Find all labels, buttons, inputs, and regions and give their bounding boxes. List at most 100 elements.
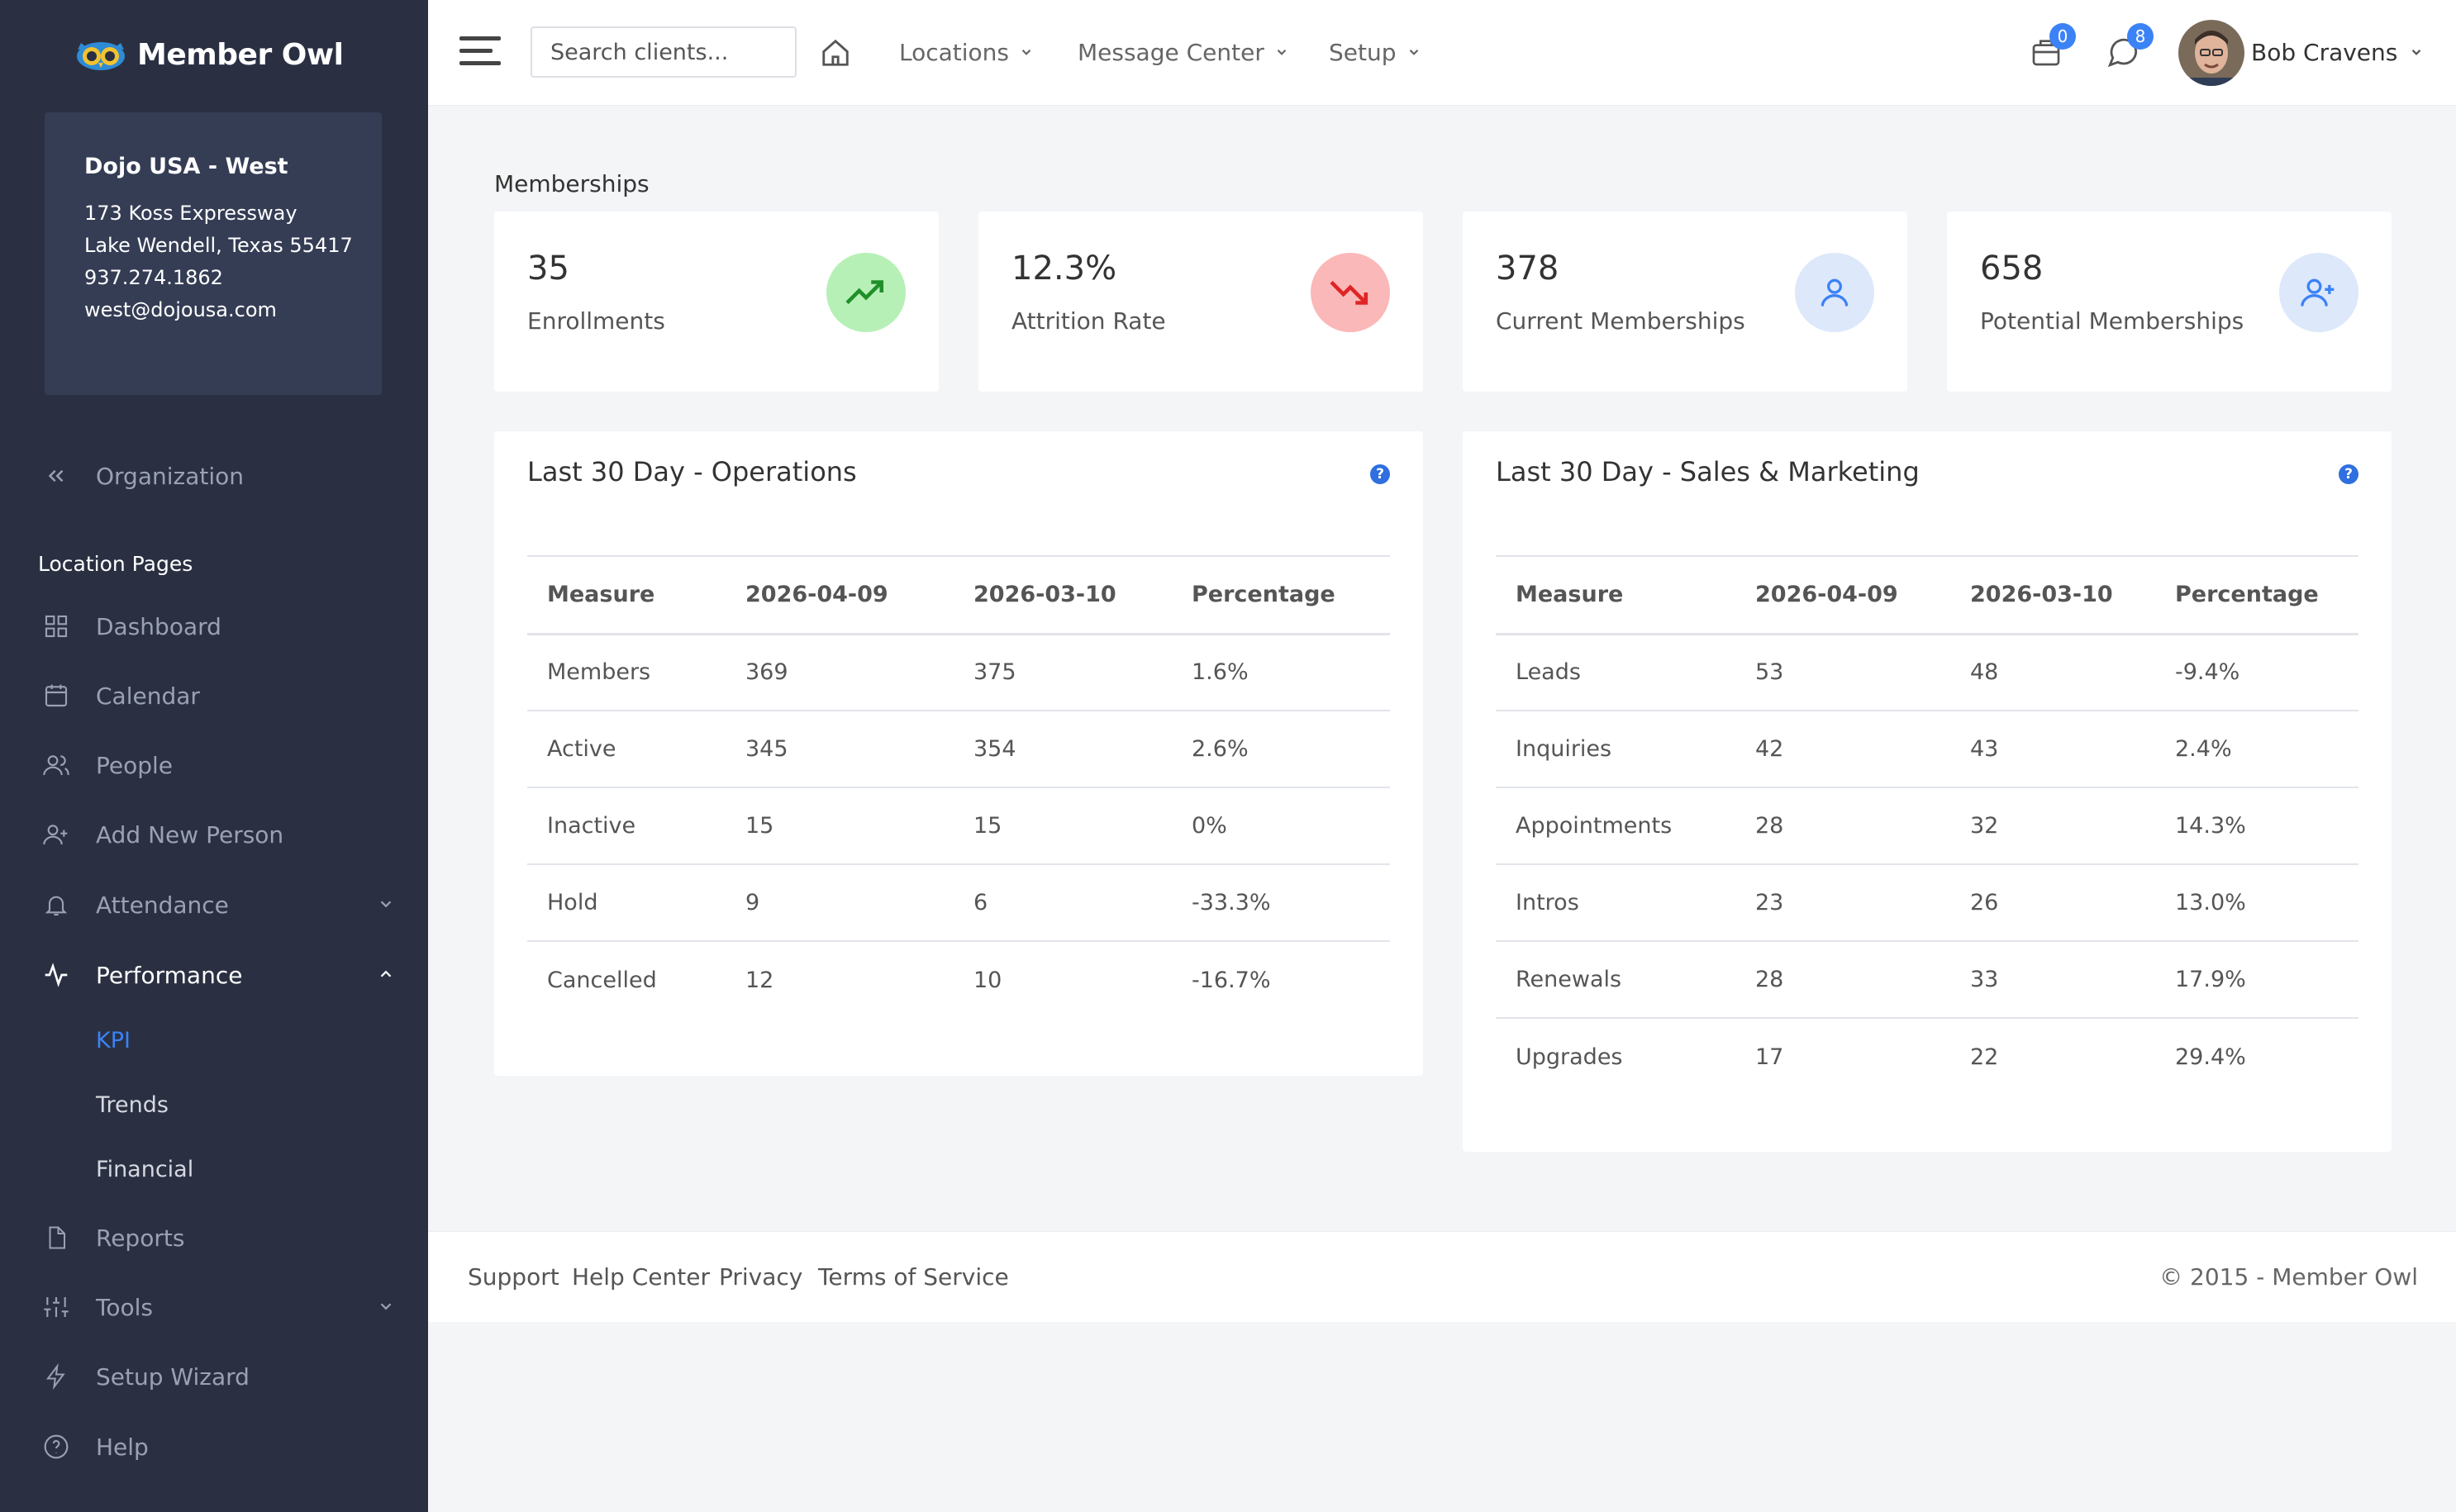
sidebar-item-reports[interactable]: Reports xyxy=(40,1217,395,1258)
messages-button[interactable]: 8 xyxy=(2106,23,2154,71)
sidebar-item-label: People xyxy=(96,751,174,779)
col-header: Measure xyxy=(527,555,726,635)
cell: Hold xyxy=(527,864,726,942)
cell: Inquiries xyxy=(1496,711,1735,788)
cell: Inactive xyxy=(527,787,726,865)
footer-link-support[interactable]: Support xyxy=(468,1263,559,1291)
table-row: Inactive 15 15 0% xyxy=(527,787,1390,865)
table-row: Members 369 375 1.6% xyxy=(527,634,1390,711)
footer: Support Help Center Privacy Terms of Ser… xyxy=(428,1231,2456,1322)
stat-label: Current Memberships xyxy=(1496,307,1745,335)
sidebar-item-organization[interactable]: Organization xyxy=(40,455,395,497)
grid-icon xyxy=(40,610,73,643)
panel-title: Last 30 Day - Operations xyxy=(527,456,857,487)
sidebar-item-dashboard[interactable]: Dashboard xyxy=(40,606,395,647)
user-plus-icon xyxy=(2279,253,2358,332)
cell: 17.9% xyxy=(2155,941,2358,1019)
operations-panel: Last 30 Day - Operations ? Measure 2026-… xyxy=(494,431,1423,1076)
owl-logo-icon xyxy=(76,38,126,71)
cell: 6 xyxy=(954,864,1172,942)
sidebar-item-performance[interactable]: Performance xyxy=(40,954,395,996)
cell: 0% xyxy=(1172,787,1390,865)
topbar: Locations Message Center Setup 0 8 xyxy=(428,0,2456,106)
col-header: 2026-04-09 xyxy=(726,555,954,635)
help-circle-icon xyxy=(40,1430,73,1463)
footer-link-terms[interactable]: Terms of Service xyxy=(818,1263,1009,1291)
sidebar-item-label: Organization xyxy=(96,462,245,490)
cell: Cancelled xyxy=(547,967,657,993)
table-row: Inquiries 42 43 2.4% xyxy=(1496,711,2358,788)
nav-setup[interactable]: Setup xyxy=(1329,33,1421,71)
footer-link-help-center[interactable]: Help Center xyxy=(572,1263,710,1291)
chevron-down-icon xyxy=(377,895,395,913)
stat-label: Potential Memberships xyxy=(1980,307,2244,335)
stat-card-current-memberships: 378 Current Memberships xyxy=(1463,212,1907,392)
sidebar-item-help[interactable]: Help xyxy=(40,1426,395,1467)
sidebar-item-people[interactable]: People xyxy=(40,744,395,786)
activity-icon xyxy=(40,958,73,991)
cell: 10 xyxy=(973,967,1002,993)
cell: Leads xyxy=(1496,634,1735,711)
help-icon[interactable]: ? xyxy=(2339,464,2358,484)
cell: 28 xyxy=(1735,787,1950,865)
avatar[interactable] xyxy=(2178,20,2244,86)
table-row: Active 345 354 2.6% xyxy=(527,711,1390,788)
cell: 375 xyxy=(954,634,1172,711)
sidebar-item-label: Setup Wizard xyxy=(96,1362,250,1391)
bell-icon xyxy=(40,888,73,921)
menu-icon[interactable] xyxy=(459,35,501,68)
cell: 2.4% xyxy=(2155,711,2358,788)
cell: -16.7% xyxy=(1192,967,1271,993)
stat-value: 378 xyxy=(1496,250,1559,288)
stat-label: Attrition Rate xyxy=(1011,307,1166,335)
cell: 13.0% xyxy=(2155,864,2358,942)
cell: 14.3% xyxy=(2155,787,2358,865)
sidebar-item-attendance[interactable]: Attendance xyxy=(40,884,395,925)
table-row: Cancelled 12 10 -16.7% xyxy=(527,941,1390,1018)
nav-label: Setup xyxy=(1329,38,1397,66)
nav-locations[interactable]: Locations xyxy=(899,33,1034,71)
sidebar-item-add-new-person[interactable]: Add New Person xyxy=(40,814,395,855)
col-header: Percentage xyxy=(1172,555,1390,635)
sidebar-subitem-financial[interactable]: Financial xyxy=(96,1157,194,1182)
table-header-row: Measure 2026-04-09 2026-03-10 Percentage xyxy=(1496,555,2358,635)
col-header: 2026-03-10 xyxy=(954,555,1172,635)
search-input[interactable] xyxy=(531,26,797,78)
footer-link-privacy[interactable]: Privacy xyxy=(719,1263,803,1291)
cell: 369 xyxy=(726,634,954,711)
sidebar: Member Owl Dojo USA - West 173 Koss Expr… xyxy=(0,0,428,1512)
trending-up-icon xyxy=(826,253,906,332)
col-header: Percentage xyxy=(2155,555,2358,635)
trending-down-icon xyxy=(1311,253,1390,332)
cell: 26 xyxy=(1950,864,2155,942)
sidebar-subitem-kpi[interactable]: KPI xyxy=(96,1028,131,1053)
home-icon[interactable] xyxy=(820,36,851,69)
sidebar-item-calendar[interactable]: Calendar xyxy=(40,675,395,716)
nav-message-center[interactable]: Message Center xyxy=(1078,33,1289,71)
cell: 12 xyxy=(745,967,774,993)
user-menu[interactable]: Bob Cravens xyxy=(2251,33,2424,71)
user-icon xyxy=(1795,253,1874,332)
sidebar-item-label: Calendar xyxy=(96,682,200,710)
sidebar-item-setup-wizard[interactable]: Setup Wizard xyxy=(40,1356,395,1397)
cell: 28 xyxy=(1735,941,1950,1019)
location-address2: Lake Wendell, Texas 55417 xyxy=(84,234,353,257)
cart-count-badge: 0 xyxy=(2049,23,2076,50)
stat-card-attrition-rate: 12.3% Attrition Rate xyxy=(978,212,1423,392)
sidebar-item-tools[interactable]: Tools xyxy=(40,1286,395,1328)
help-icon[interactable]: ? xyxy=(1370,464,1390,484)
cell: -9.4% xyxy=(2155,634,2358,711)
cell: 48 xyxy=(1950,634,2155,711)
sidebar-subitem-trends[interactable]: Trends xyxy=(96,1092,169,1118)
brand-name: Member Owl xyxy=(137,37,344,72)
brand[interactable]: Member Owl xyxy=(76,30,344,79)
cell: 15 xyxy=(954,787,1172,865)
cart-button[interactable]: 0 xyxy=(2030,23,2076,71)
location-email: west@dojousa.com xyxy=(84,298,277,321)
panel-title: Last 30 Day - Sales & Marketing xyxy=(1496,456,1920,487)
copyright: © 2015 - Member Owl xyxy=(2159,1263,2418,1291)
double-chevron-left-icon xyxy=(40,459,73,492)
chevron-down-icon xyxy=(1019,45,1034,59)
cell: Upgrades xyxy=(1516,1044,1623,1070)
cell: -33.3% xyxy=(1172,864,1390,942)
